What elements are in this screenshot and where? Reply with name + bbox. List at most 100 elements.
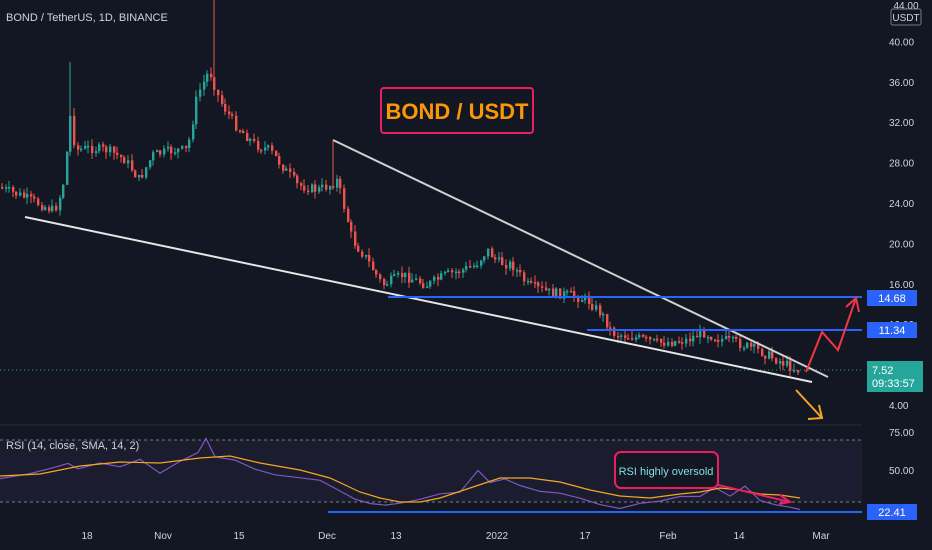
candle-body [379,274,382,280]
candle-body [260,149,263,152]
bearish-arrow-head [807,404,824,420]
candle-body [203,81,206,90]
time-axis-label: 2022 [486,531,509,542]
candle-body [149,160,152,168]
symbol-title[interactable]: BOND / TetherUS, 1D, BINANCE [6,12,168,24]
candle-body [289,168,292,173]
candle-body [523,272,526,282]
candle-body [692,335,695,342]
candle-body [501,257,504,266]
rsi-note-annotation[interactable]: RSI highly oversold [614,451,719,489]
candle-body [307,190,310,193]
candle-body [404,272,407,278]
candle-body [199,89,202,97]
candle-body [37,198,40,206]
candle-body [498,257,501,260]
upper-trend-line[interactable] [332,139,829,378]
candle-body [545,287,548,291]
candle-body [563,291,566,299]
candle-body [249,138,252,141]
candle-body [48,207,51,212]
candle-body [228,111,231,115]
candle-body [512,261,515,271]
candle-body [5,187,8,189]
candle-body [253,138,256,141]
candle-body [455,271,458,274]
candle-body [415,278,418,281]
candle-body [105,146,108,153]
candle-body [285,168,288,171]
candle-body [581,300,584,302]
candle-body [141,174,144,178]
candle-body [224,103,227,112]
candle-body [51,205,54,212]
candle-body [602,313,605,316]
candle-body [516,270,519,272]
time-axis[interactable]: 18 Nov 15 Dec 13 2022 17 Feb 14 Mar [81,531,830,542]
candle-body [775,358,778,364]
candle-body [505,265,508,269]
candle-body [537,282,540,287]
candle-body [109,146,112,153]
candle-body [613,327,616,336]
candle-body [620,335,623,337]
candle-body [548,288,551,291]
lower-trend-line[interactable] [24,216,813,383]
candle-body [73,115,76,146]
candle-body [440,273,443,280]
bearish-projection-arrow[interactable] [795,389,823,419]
rsi-tick-label: 75.00 [889,428,914,439]
candle-body [23,192,26,198]
candle-body [33,196,36,199]
candle-body [235,115,238,131]
price-tick-label: 28.00 [889,159,914,170]
candle-body [793,370,796,372]
last-price-text: 7.52 [872,365,893,377]
candle-body [707,336,710,339]
bullish-projection-arrow[interactable] [805,297,857,373]
candle-body [145,167,148,178]
countdown-text: 09:33:57 [872,378,915,390]
price-tick-label: 4.00 [889,401,909,412]
rsi-note-text: RSI highly oversold [619,466,714,478]
candle-body [66,151,69,185]
candle-body [12,187,15,192]
candle-body [411,279,414,283]
candle-body [728,336,731,338]
candle-body [437,276,440,280]
candle-body [185,145,188,149]
candle-body [397,273,400,275]
candle-body [797,370,800,373]
candle-body [458,271,461,274]
candle-body [336,178,339,188]
candle-body [113,146,116,153]
candle-body [62,184,65,198]
candle-body [26,194,29,198]
candle-body [134,170,137,178]
level-badge-high-text: 14.68 [878,293,906,305]
rsi-axis[interactable]: 75.00 50.00 [889,428,914,477]
candle-body [631,338,634,340]
candle-body [771,351,774,359]
title-annotation[interactable]: BOND / USDT [380,87,534,134]
candle-body [239,130,242,133]
candle-body [138,174,141,178]
rsi-indicator-label[interactable]: RSI (14, close, SMA, 14, 2) [6,440,139,452]
currency-badge-box[interactable] [890,8,922,26]
candle-body [743,347,746,350]
candle-body [447,270,450,272]
time-axis-label: 15 [233,531,245,542]
candle-body [667,341,670,346]
candle-body [55,205,58,211]
level-badge-mid: 11.34 [867,322,917,338]
candle-body [80,148,83,151]
candle-body [573,291,576,298]
time-axis-label: Mar [812,531,830,542]
time-axis-label: Feb [659,531,677,542]
time-axis-label: 14 [733,531,745,542]
candle-body [635,337,638,340]
candle-body [761,348,764,356]
candle-body [710,336,713,340]
candle-body [746,342,749,348]
